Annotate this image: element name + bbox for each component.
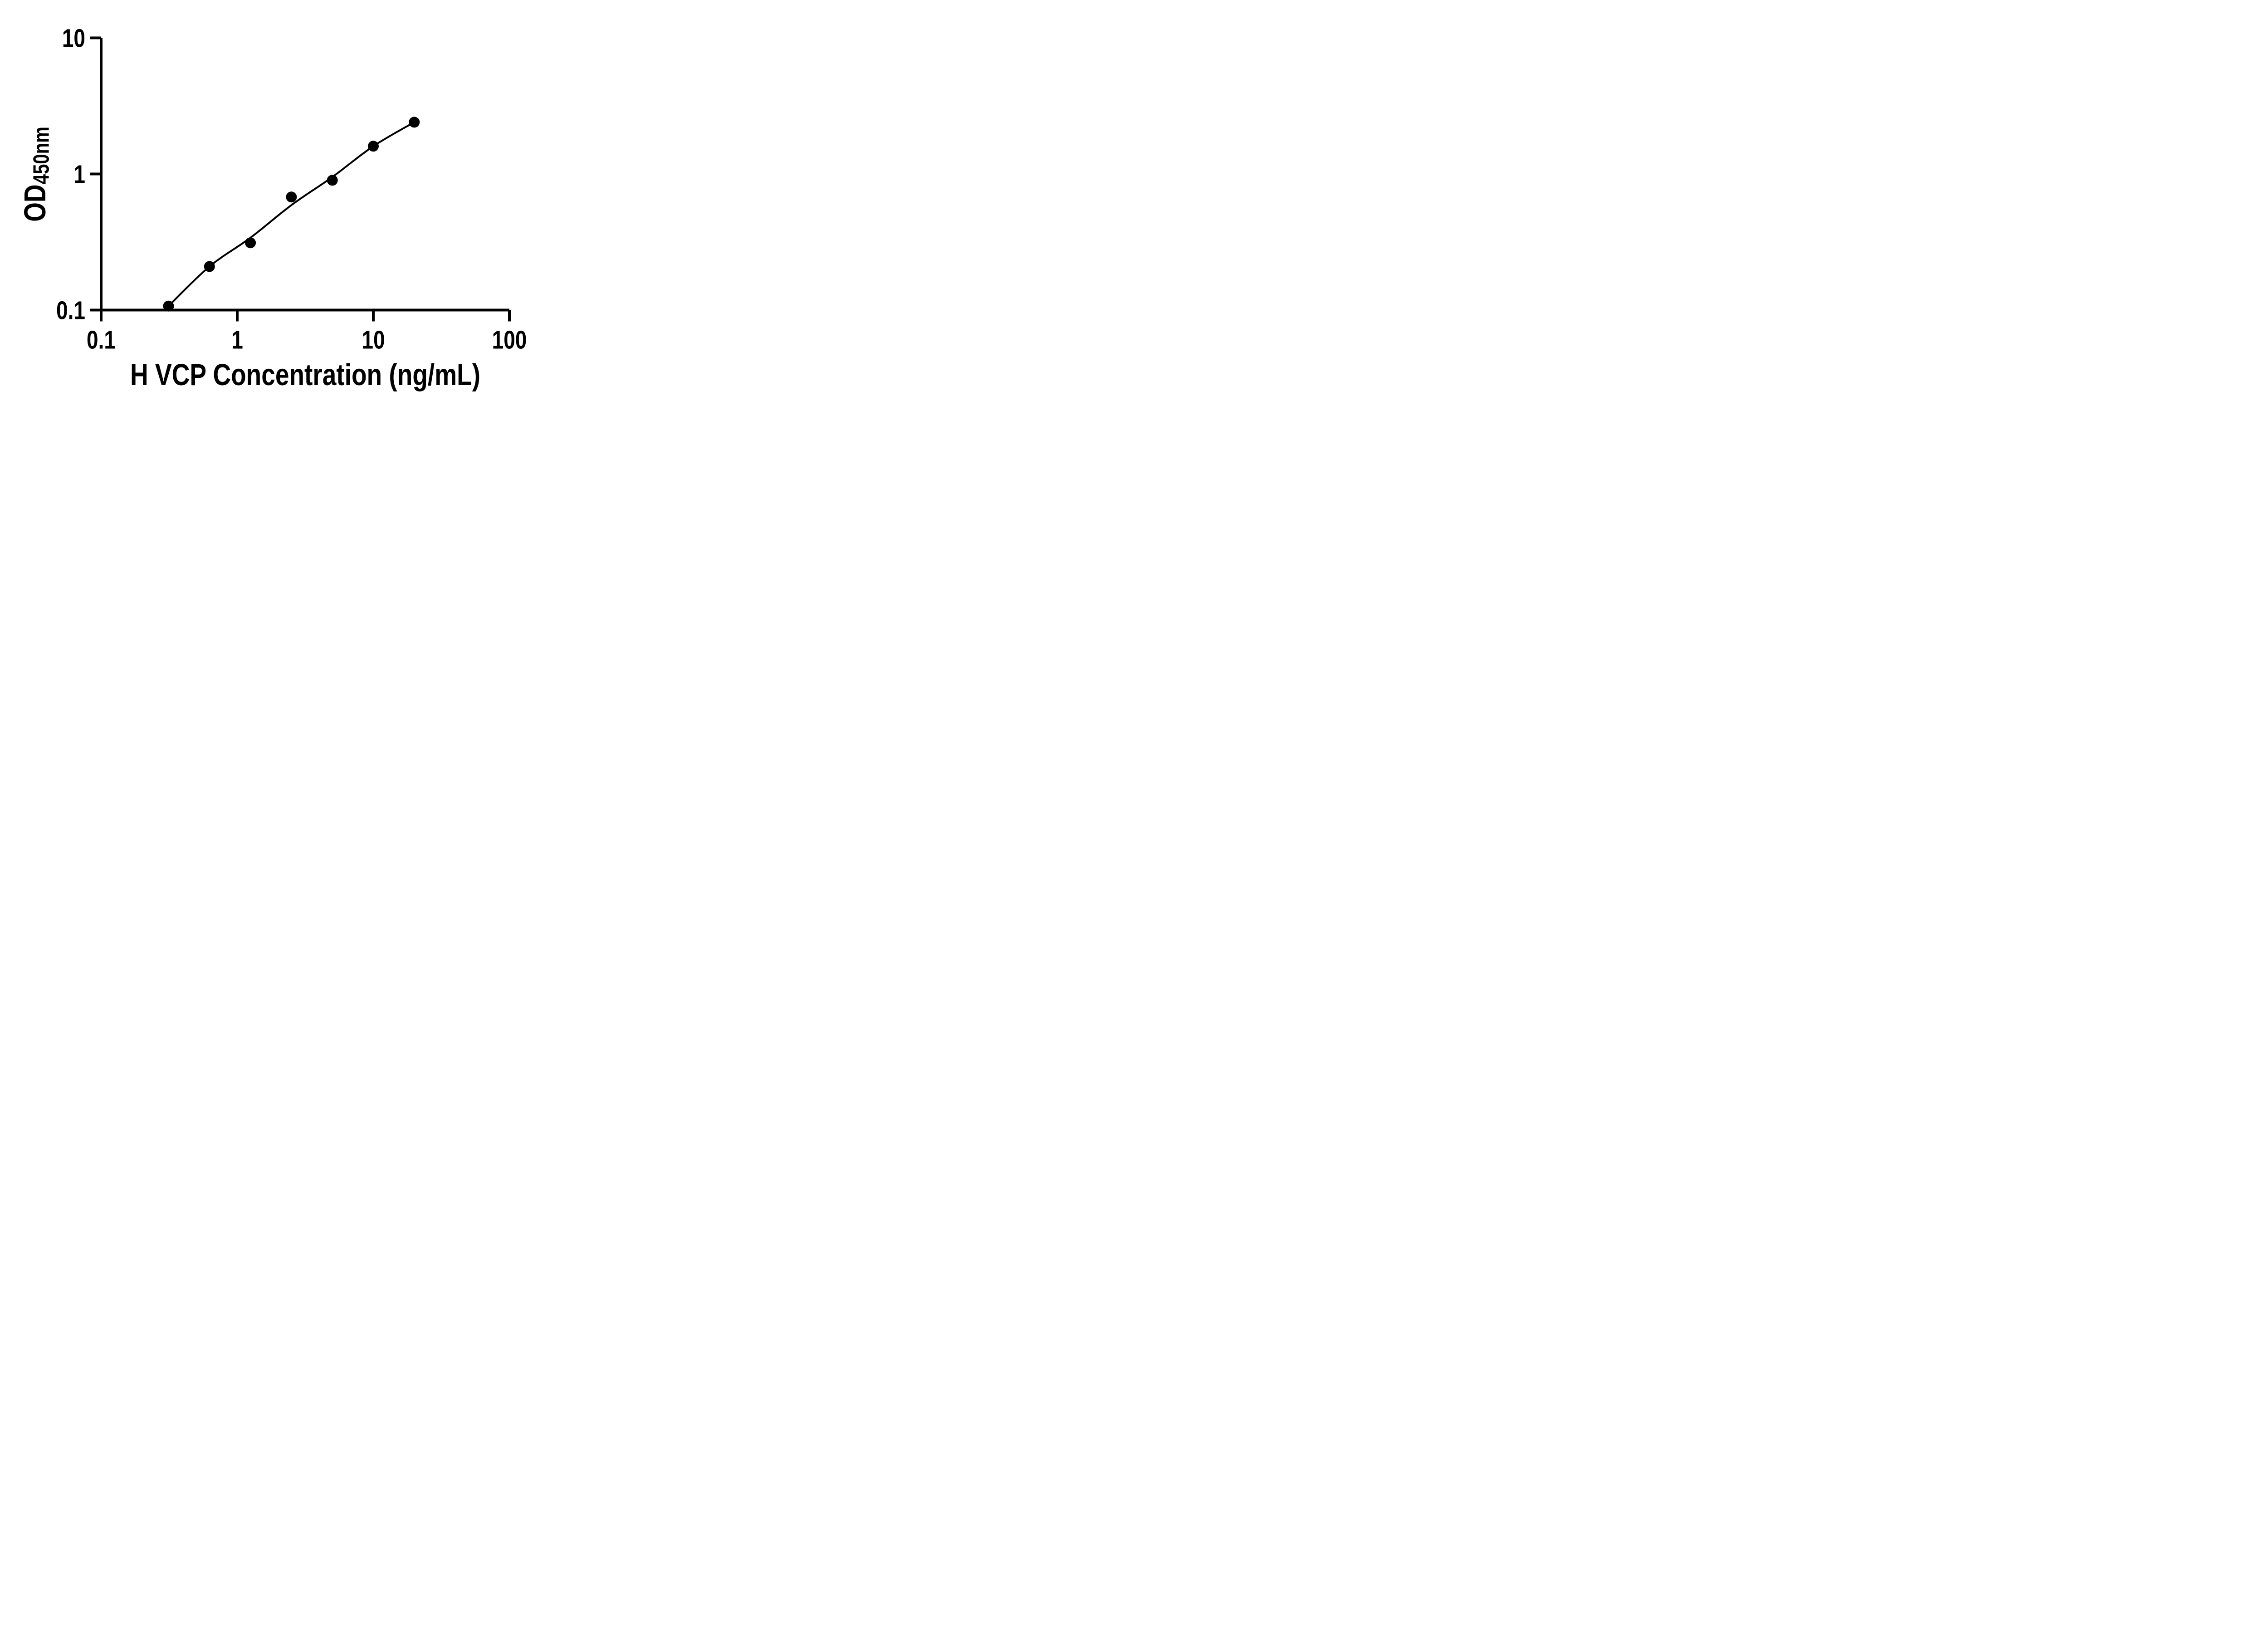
x-axis-title: H VCP Concentration (ng/mL) bbox=[130, 357, 481, 392]
data-point-marker bbox=[327, 175, 338, 186]
data-point-marker bbox=[368, 141, 379, 152]
data-point-marker bbox=[409, 117, 420, 128]
data-point-marker bbox=[163, 300, 174, 312]
y-axis-title-main: OD bbox=[18, 184, 52, 222]
elisa-standard-curve-figure: OD450nm H VCP Concentration (ng/mL) 10 1… bbox=[0, 0, 572, 408]
data-point-marker bbox=[204, 261, 215, 272]
y-tick-label-10: 10 bbox=[62, 23, 85, 53]
plot-area bbox=[90, 36, 511, 322]
x-tick-label-0p1: 0.1 bbox=[87, 325, 116, 354]
data-point-marker bbox=[245, 237, 256, 249]
x-tick-label-100: 100 bbox=[492, 325, 527, 354]
y-tick-label-1: 1 bbox=[73, 159, 85, 189]
y-tick-label-0p1: 0.1 bbox=[56, 295, 85, 325]
data-point-marker bbox=[286, 191, 297, 203]
x-tick-label-10: 10 bbox=[362, 325, 385, 354]
x-tick-label-1: 1 bbox=[231, 325, 243, 354]
